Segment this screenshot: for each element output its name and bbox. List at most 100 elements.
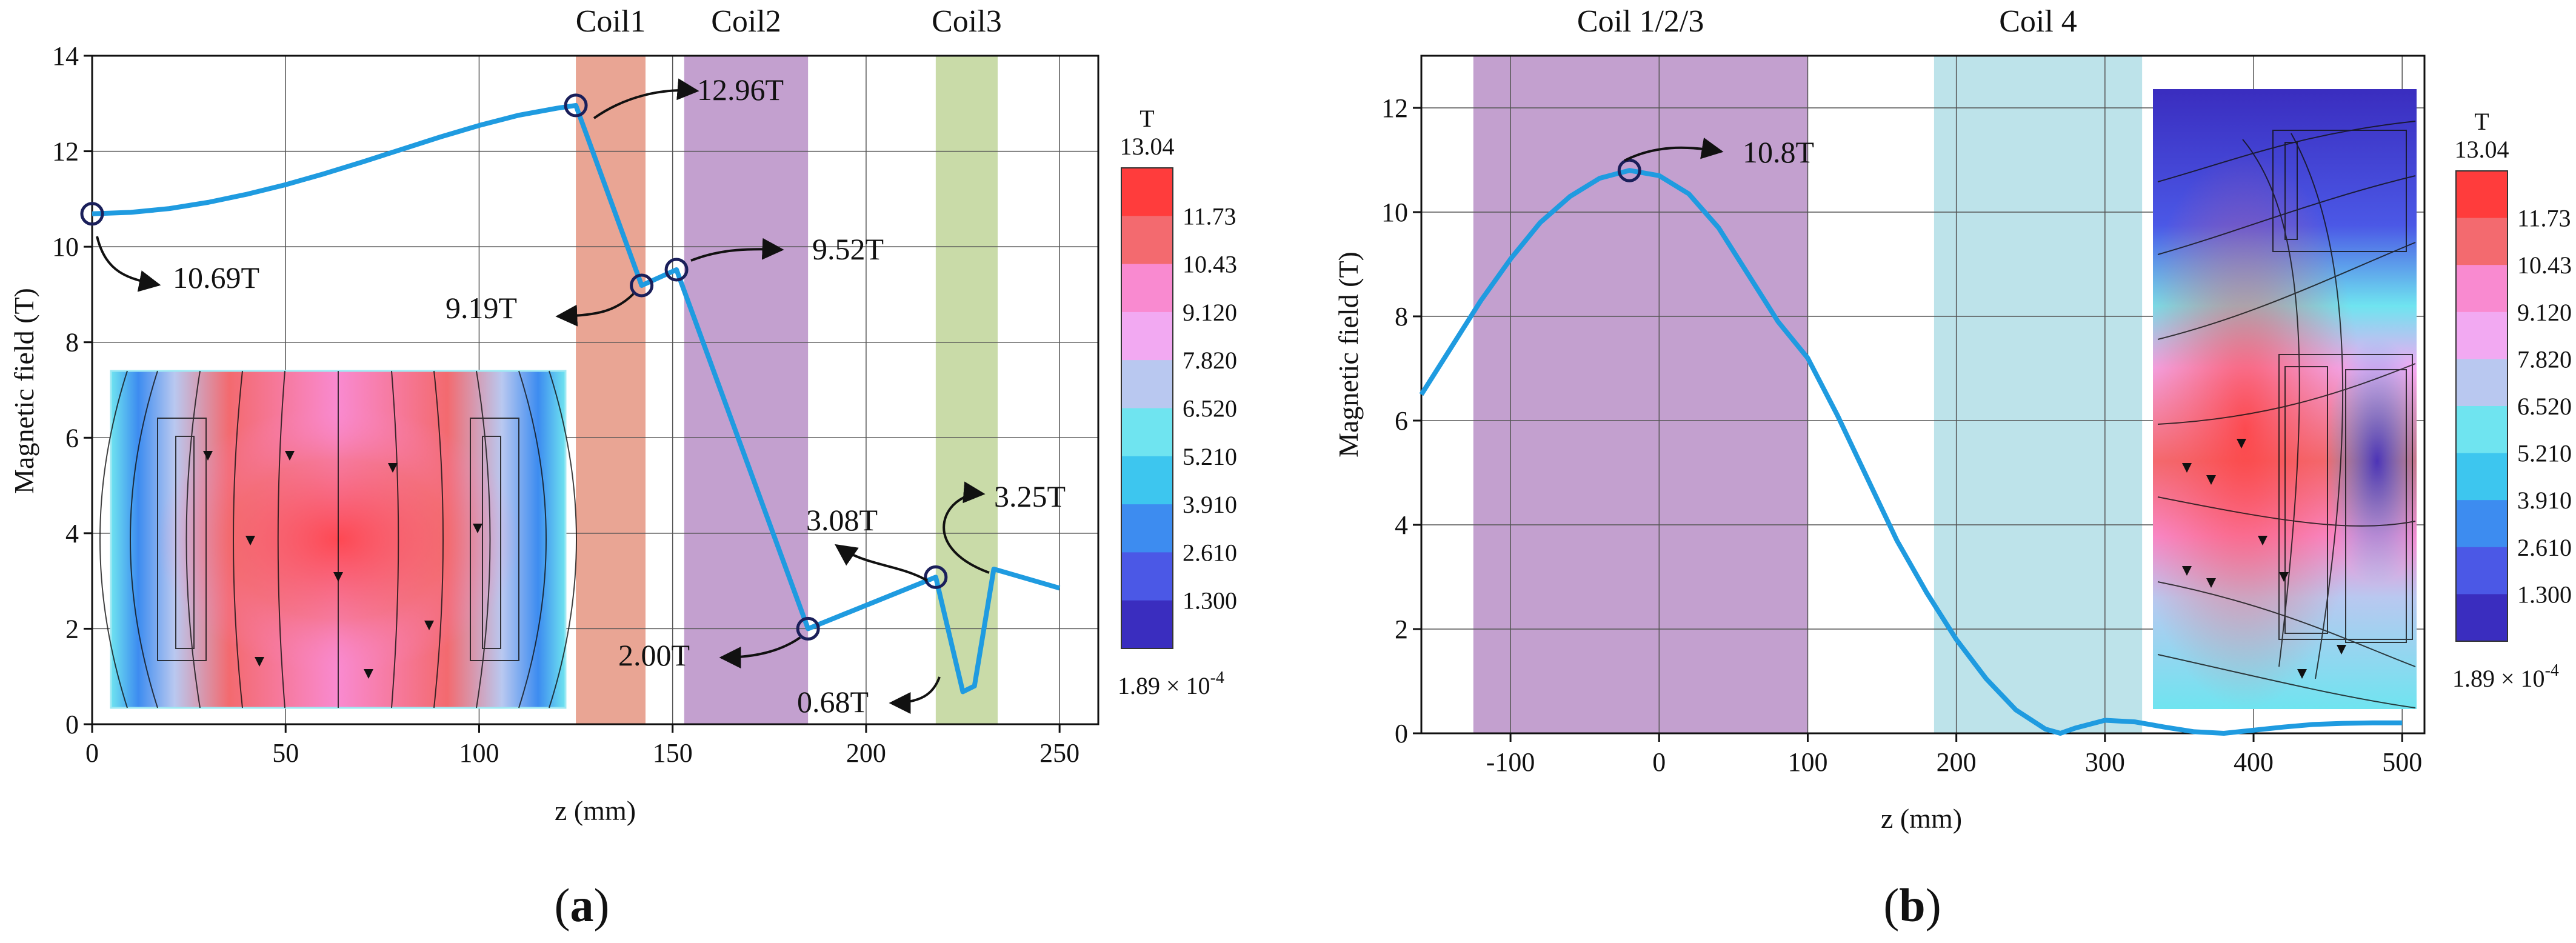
coil-band-1 (576, 56, 646, 724)
panel-a: Coil1 Coil2 Coil3 (8, 4, 1237, 931)
data-marker (796, 616, 820, 641)
annotation-arrows-b (1624, 137, 1724, 162)
x-tick-label: 0 (85, 738, 99, 768)
colorbar-swatch (1121, 264, 1173, 313)
colorbar-swatch (2456, 312, 2508, 359)
value-annotation: 12.96T (697, 73, 784, 107)
data-marker (924, 565, 948, 589)
value-annotation: 10.69T (173, 261, 259, 295)
colorbar-swatch (1121, 216, 1173, 265)
coil-label-2: Coil2 (711, 4, 781, 39)
markers-b (1617, 158, 1641, 182)
field-map-inset-a (99, 370, 577, 709)
y-tick-label: 0 (1395, 719, 1408, 748)
colorbar-tick-label: 9.120 (1183, 299, 1237, 326)
colorbar-b: T13.04 11.73 10.43 9.120 7.820 6.520 5.210 3.91… (2452, 108, 2572, 692)
colorbar-swatch (1121, 408, 1173, 457)
coil-band-2 (684, 56, 809, 724)
x-tick-label: -100 (1486, 747, 1535, 777)
data-marker (80, 202, 104, 226)
x-tick-label: 200 (846, 738, 886, 768)
colorbar-swatch (2456, 594, 2508, 642)
colorbar-swatch (1121, 360, 1173, 408)
coil-bands-a: Coil1 Coil2 Coil3 (576, 4, 1002, 724)
x-tick-label: 200 (1937, 747, 1977, 777)
panel-label-a: (a) (555, 879, 610, 931)
y-axis-label-a: Magnetic field (T) (8, 288, 39, 494)
colorbar-swatch (2456, 265, 2508, 313)
colorbar-swatch (2456, 500, 2508, 548)
value-annotation: 0.68T (797, 685, 869, 719)
y-tick-label: 4 (1395, 510, 1408, 540)
colorbar-a: T13.04 11.73 10.43 9.120 7.820 6.520 5.210 3.91… (1118, 105, 1237, 699)
x-tick-label: 100 (459, 738, 499, 768)
colorbar-swatch (1121, 504, 1173, 553)
x-tick-label: 500 (2382, 747, 2422, 777)
colorbar-tick-label: 1.300 (1183, 587, 1237, 615)
y-tick-label: 8 (65, 328, 79, 358)
field-map-inset-b (2153, 89, 2417, 709)
colorbar-swatch (2456, 547, 2508, 595)
value-annotation: 3.25T (994, 479, 1066, 513)
colorbar-tick-label: 11.73 (2517, 205, 2571, 232)
x-tick-label: 150 (653, 738, 693, 768)
y-axis-label-b: Magnetic field (T) (1333, 252, 1364, 458)
colorbar-tick-label: 11.73 (1183, 202, 1236, 230)
x-tick-label: 100 (1787, 747, 1827, 777)
x-tick-label: 300 (2085, 747, 2125, 777)
colorbar-tick-label: 10.43 (2517, 252, 2572, 279)
colorbar-unit: T (1140, 105, 1154, 132)
colorbar-tick-label: 3.910 (1183, 491, 1237, 518)
y-tick-label: 10 (1381, 198, 1408, 227)
colorbar-swatch (1121, 312, 1173, 361)
ticks-a: 0 50 100 150 200 250 0 2 4 6 8 10 12 14 (52, 41, 1079, 768)
colorbar-tick-label: 5.210 (1183, 443, 1237, 470)
y-tick-label: 10 (52, 232, 79, 262)
value-annotation: 3.08T (806, 503, 878, 537)
x-tick-label: 400 (2234, 747, 2274, 777)
colorbar-swatch (2456, 406, 2508, 454)
x-tick-label: 250 (1039, 738, 1079, 768)
colorbar-tick-label: 7.820 (2517, 345, 2572, 373)
coil-label-1: Coil1 (576, 4, 646, 39)
y-tick-label: 14 (52, 41, 79, 71)
colorbar-swatch (2456, 218, 2508, 265)
colorbar-max-label: 13.04 (1120, 133, 1175, 160)
y-tick-label: 2 (1395, 615, 1408, 644)
value-annotation: 9.52T (812, 232, 884, 266)
y-tick-label: 12 (1381, 93, 1408, 123)
colorbar-tick-label: 6.520 (2517, 393, 2572, 420)
colorbar-swatch (1121, 456, 1173, 505)
y-tick-label: 8 (1395, 302, 1408, 332)
colorbar-tick-label: 9.120 (2517, 299, 2572, 326)
colorbar-min-label: 1.89 × 10-4 (1118, 668, 1224, 699)
value-annotation: 9.19T (445, 291, 517, 325)
panel-label-b: (b) (1883, 879, 1941, 931)
value-annotation: 2.00T (618, 638, 690, 672)
plot-area-a (91, 55, 1099, 725)
colorbar-tick-label: 10.43 (1183, 251, 1237, 278)
colorbar-tick-label: 1.300 (2517, 581, 2572, 608)
coil-band-2 (1934, 56, 2143, 733)
coil-label-1: Coil 1/2/3 (1577, 4, 1704, 39)
colorbar-swatch (2456, 359, 2508, 407)
markers-a (80, 93, 948, 641)
colorbar-frame (1121, 167, 1173, 649)
data-marker (1617, 158, 1641, 182)
colorbar-tick-label: 2.610 (2517, 534, 2572, 561)
colorbar-tick-label: 3.910 (2517, 487, 2572, 514)
colorbar-tick-label: 6.520 (1183, 395, 1237, 422)
y-tick-label: 6 (1395, 406, 1408, 436)
y-tick-label: 0 (65, 710, 79, 739)
colorbar-tick-label: 5.210 (2517, 440, 2572, 467)
colorbar-min-label: 1.89 × 10-4 (2452, 661, 2559, 692)
y-tick-label: 12 (52, 137, 79, 167)
colorbar-swatch (1121, 600, 1173, 649)
annotation-labels-a: 10.69T 12.96T 9.19T 9.52T 2.00T 3.08T 0.68T 3.2… (173, 73, 1066, 719)
field-line-b (1419, 168, 2403, 736)
data-marker (664, 258, 689, 282)
colorbar-swatch (1121, 168, 1173, 216)
data-marker (630, 273, 654, 298)
colorbar-swatch (2456, 453, 2508, 501)
